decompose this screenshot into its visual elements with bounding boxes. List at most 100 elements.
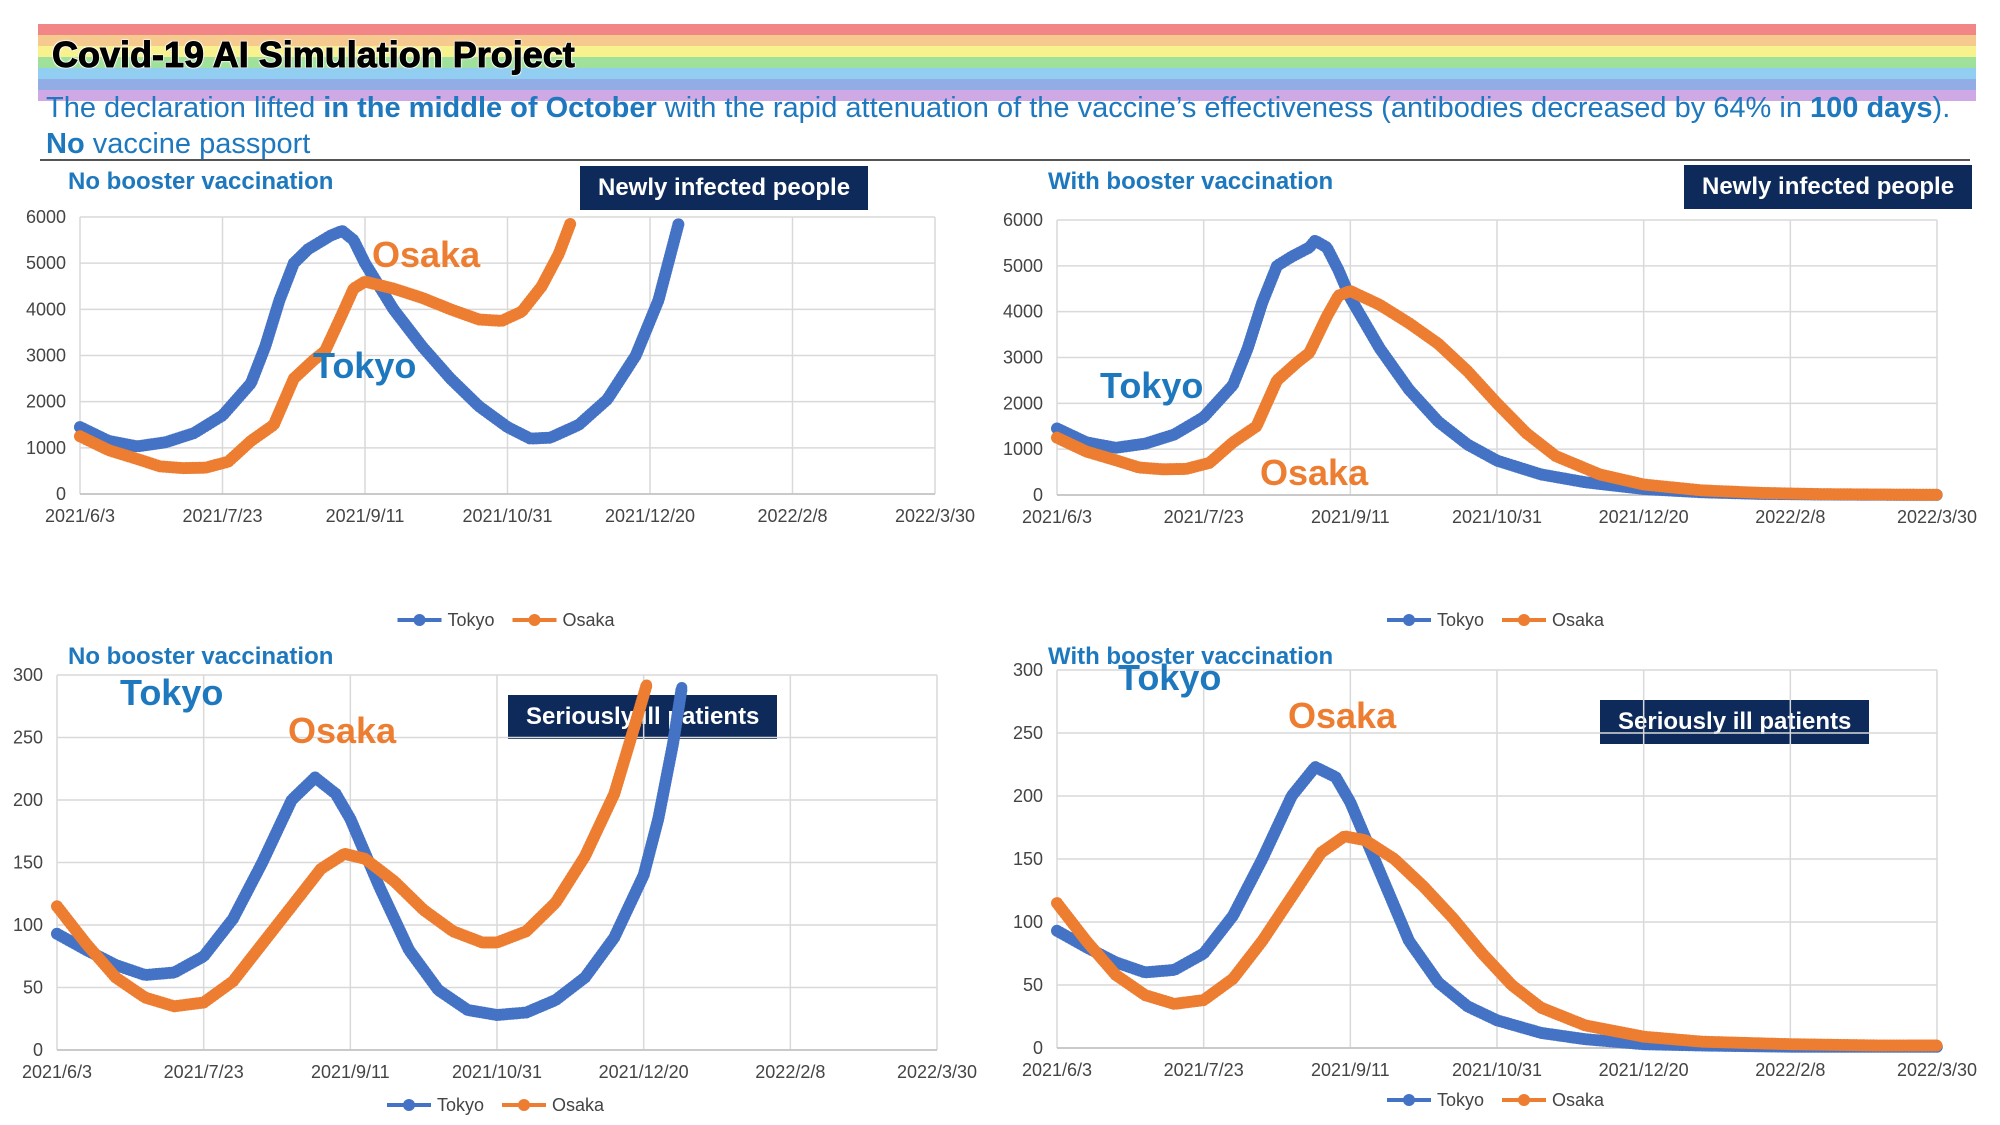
panel-badge: Newly infected people <box>1684 165 1973 209</box>
legend-marker-osaka <box>518 1099 530 1111</box>
data-point-osaka <box>516 306 528 318</box>
legend-marker-tokyo <box>1403 1094 1415 1106</box>
data-point-osaka <box>1447 912 1459 924</box>
rainbow-stripe <box>38 46 1976 57</box>
x-tick-label: 2022/3/30 <box>897 1062 977 1082</box>
data-point-osaka <box>1080 445 1092 457</box>
y-tick-label: 0 <box>1033 485 1043 505</box>
data-point-osaka <box>80 938 92 950</box>
subtitle-segment: vaccine passport <box>84 128 311 160</box>
data-point-osaka <box>1292 356 1304 368</box>
y-tick-label: 100 <box>13 915 43 935</box>
x-tick-label: 2021/9/11 <box>1311 1060 1390 1080</box>
y-tick-label: 300 <box>13 665 43 685</box>
y-tick-label: 1000 <box>26 438 66 458</box>
x-tick-label: 2021/9/11 <box>311 1062 390 1082</box>
y-tick-label: 150 <box>13 853 43 873</box>
subtitle-segment: in the middle of October <box>323 92 657 124</box>
data-point-osaka <box>1168 998 1180 1010</box>
legend-marker-tokyo <box>403 1099 415 1111</box>
x-tick-label: 2021/7/23 <box>1164 507 1244 527</box>
y-tick-label: 5000 <box>26 253 66 273</box>
data-point-tokyo <box>139 969 151 981</box>
data-point-tokyo <box>676 682 688 693</box>
data-point-osaka <box>641 679 653 691</box>
data-point-tokyo <box>286 794 298 806</box>
data-point-tokyo <box>51 928 63 940</box>
data-point-tokyo <box>502 421 513 433</box>
data-point-osaka <box>496 315 508 327</box>
data-point-osaka <box>1594 468 1606 480</box>
series-annotation-tokyo: Tokyo <box>313 345 416 386</box>
data-point-osaka <box>74 430 86 442</box>
data-point-tokyo <box>1403 384 1415 396</box>
data-point-osaka <box>1535 1002 1547 1014</box>
data-point-tokyo <box>256 857 268 868</box>
data-point-tokyo <box>1198 948 1210 959</box>
data-point-osaka <box>1333 290 1345 302</box>
y-tick-label: 5000 <box>1003 256 1043 276</box>
data-point-tokyo <box>445 373 456 385</box>
subtitle-segment: ). <box>1932 92 1951 124</box>
data-point-osaka <box>1321 310 1333 322</box>
data-point-osaka <box>1080 935 1092 947</box>
series-annotation-tokyo: Tokyo <box>1100 365 1203 406</box>
legend-marker-tokyo <box>1403 614 1415 626</box>
data-point-tokyo <box>1271 260 1283 272</box>
data-point-osaka <box>1256 935 1268 947</box>
subtitle-segment: 100 days <box>1810 92 1933 124</box>
data-point-osaka <box>268 419 280 431</box>
data-point-osaka <box>1872 489 1884 501</box>
x-tick-label: 2021/7/23 <box>182 506 262 526</box>
data-point-tokyo <box>1374 342 1386 354</box>
y-tick-label: 3000 <box>26 346 66 366</box>
data-point-osaka <box>1432 338 1444 350</box>
x-tick-label: 2021/12/20 <box>605 506 695 526</box>
data-point-osaka <box>1418 881 1430 893</box>
subtitle-line-1: The declaration lifted in the middle of … <box>46 90 1966 126</box>
x-tick-label: 2021/10/31 <box>452 1062 542 1082</box>
chart-panel-ill-booster: With booster vaccination Seriously ill p… <box>1000 635 2000 1125</box>
panel-title: With booster vaccination <box>1048 643 1334 670</box>
chart-panel-new-no-booster: No booster vaccination Newly infected pe… <box>0 160 1000 640</box>
data-point-tokyo <box>1286 790 1298 802</box>
data-point-tokyo <box>1051 925 1063 937</box>
data-point-osaka <box>1303 347 1315 359</box>
data-point-osaka <box>1227 973 1239 985</box>
data-point-tokyo <box>330 788 342 800</box>
data-point-tokyo <box>544 432 556 444</box>
data-point-osaka <box>139 992 151 1003</box>
y-tick-label: 300 <box>1013 660 1043 680</box>
y-tick-label: 2000 <box>1003 393 1043 413</box>
data-point-tokyo <box>131 440 143 452</box>
y-tick-label: 4000 <box>26 299 66 319</box>
data-point-tokyo <box>344 813 356 825</box>
x-tick-label: 2022/2/8 <box>755 1062 825 1082</box>
series-annotation-osaka: Osaka <box>372 234 481 275</box>
series-annotation-tokyo: Tokyo <box>120 672 223 713</box>
data-point-osaka <box>336 308 348 320</box>
y-tick-label: 50 <box>1023 975 1043 995</box>
series-annotation-osaka: Osaka <box>288 710 397 751</box>
data-point-osaka <box>1491 397 1503 409</box>
data-point-tokyo <box>416 340 428 352</box>
y-tick-label: 1000 <box>1003 439 1043 459</box>
data-point-tokyo <box>579 972 591 983</box>
x-tick-label: 2021/9/11 <box>326 506 405 526</box>
data-point-osaka <box>103 444 114 456</box>
x-tick-label: 2021/6/3 <box>22 1062 92 1082</box>
data-point-tokyo <box>573 419 585 431</box>
data-point-osaka <box>1931 489 1943 501</box>
data-point-osaka <box>1180 463 1192 475</box>
y-tick-label: 6000 <box>26 207 66 227</box>
y-tick-label: 4000 <box>1003 302 1043 322</box>
rainbow-stripe <box>38 90 1976 101</box>
data-point-osaka <box>1271 374 1283 386</box>
data-point-osaka <box>418 904 430 916</box>
data-point-tokyo <box>325 229 337 241</box>
data-point-tokyo <box>1344 796 1356 808</box>
data-point-tokyo <box>550 994 562 1006</box>
data-point-tokyo <box>309 772 321 783</box>
data-point-tokyo <box>1168 964 1180 976</box>
data-point-tokyo <box>403 944 415 956</box>
